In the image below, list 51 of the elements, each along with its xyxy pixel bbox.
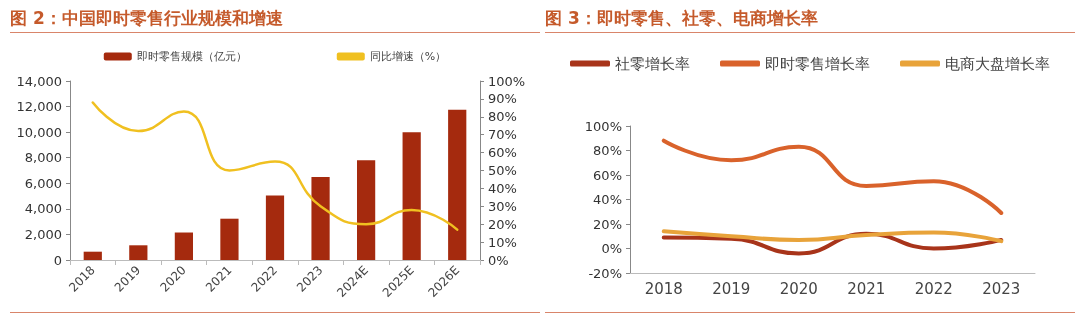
y2-tick-label: 70% [488, 127, 517, 143]
line-series [91, 101, 459, 231]
bar [220, 218, 239, 260]
y-tick-label: 80% [593, 143, 622, 158]
legend-label: 社零增长率 [615, 54, 690, 73]
legend-label: 电商大盘增长率 [945, 54, 1050, 73]
legend-label: 即时零售增长率 [765, 54, 870, 73]
y-tick-label: 20% [593, 216, 622, 232]
y-tick-label: 10,000 [16, 124, 62, 140]
bar [448, 109, 467, 260]
x-tick-label: 2018 [644, 279, 683, 298]
y2-tick-label: 60% [488, 145, 517, 161]
y-tick-label: 60% [593, 167, 622, 183]
bar [83, 251, 102, 260]
chart-title: 图 2：中国即时零售行业规模和增速 [10, 6, 540, 33]
x-tick-label: 2022 [914, 279, 953, 298]
y2-tick-label: 90% [488, 91, 517, 107]
legend-label: 即时零售规模（亿元） [136, 50, 247, 63]
y-tick-label: 0 [53, 252, 62, 268]
y2-tick-label: 80% [488, 109, 517, 125]
x-tick-label: 2020 [779, 279, 818, 298]
y-tick-label: 4,000 [24, 201, 62, 217]
y-tick-label: 6,000 [24, 175, 62, 191]
y-tick-label: 12,000 [16, 99, 62, 115]
y-tick-label: -20% [588, 265, 622, 281]
bar [265, 195, 285, 260]
y2-tick-label: 0% [488, 252, 509, 268]
y-tick-label: 8,000 [24, 150, 62, 166]
bar [357, 160, 376, 260]
bar [129, 245, 148, 260]
y2-tick-label: 30% [488, 198, 517, 214]
y2-tick-label: 100% [488, 73, 526, 89]
x-tick-label: 2019 [712, 279, 751, 298]
y-tick-label: 100% [584, 118, 622, 134]
line-series [661, 138, 1004, 215]
y2-tick-label: 20% [488, 216, 517, 232]
bar [402, 132, 421, 260]
y2-tick-label: 50% [488, 163, 517, 178]
bar [311, 176, 330, 260]
chart-title: 图 3：即时零售、社零、电商增长率 [545, 6, 1075, 33]
y-tick-label: 14,000 [16, 73, 62, 89]
bar [174, 232, 193, 260]
x-tick-label: 2023 [982, 279, 1021, 298]
y-tick-label: 0% [601, 241, 622, 256]
line-series [661, 229, 1004, 244]
x-tick-label: 2021 [847, 279, 886, 298]
y-tick-label: 2,000 [24, 226, 62, 242]
legend-label: 同比增速（%） [369, 50, 447, 63]
y2-tick-label: 40% [488, 180, 517, 196]
y2-tick-label: 10% [488, 234, 517, 250]
y-tick-label: 40% [593, 192, 622, 207]
